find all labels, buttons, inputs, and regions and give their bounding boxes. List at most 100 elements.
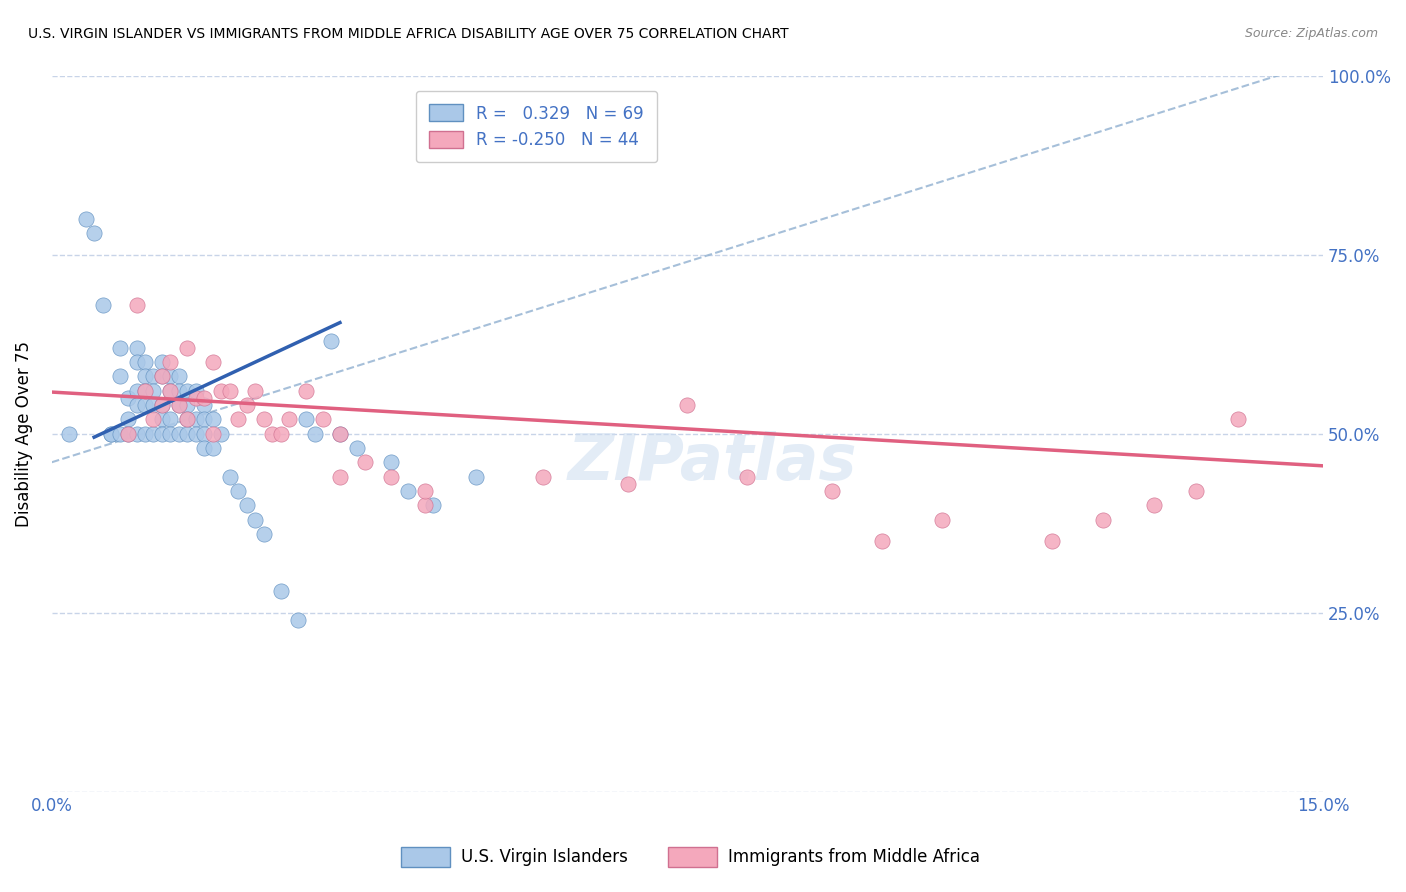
Point bbox=[159, 412, 181, 426]
Point bbox=[134, 369, 156, 384]
Point bbox=[531, 469, 554, 483]
Point bbox=[201, 441, 224, 455]
Point bbox=[134, 384, 156, 398]
Point bbox=[617, 476, 640, 491]
Point bbox=[270, 426, 292, 441]
Point bbox=[125, 384, 148, 398]
Point bbox=[1142, 498, 1164, 512]
Point bbox=[312, 412, 335, 426]
Point bbox=[1227, 412, 1250, 426]
Point bbox=[159, 384, 181, 398]
Point bbox=[176, 384, 198, 398]
Point bbox=[184, 426, 207, 441]
Point bbox=[193, 412, 215, 426]
Point bbox=[676, 398, 699, 412]
Point bbox=[931, 512, 953, 526]
Point bbox=[176, 341, 198, 355]
Point bbox=[396, 483, 419, 498]
Point bbox=[100, 426, 122, 441]
Point bbox=[201, 355, 224, 369]
Point bbox=[346, 441, 368, 455]
Point bbox=[159, 426, 181, 441]
Point bbox=[1185, 483, 1208, 498]
Point bbox=[295, 384, 318, 398]
Point bbox=[270, 584, 292, 599]
Point bbox=[117, 426, 139, 441]
Point bbox=[354, 455, 377, 469]
Point bbox=[735, 469, 758, 483]
Text: U.S. Virgin Islanders: U.S. Virgin Islanders bbox=[461, 848, 628, 866]
Text: ZIPatlas: ZIPatlas bbox=[568, 431, 858, 493]
Point bbox=[117, 412, 139, 426]
Point bbox=[150, 369, 173, 384]
Point bbox=[134, 384, 156, 398]
Point bbox=[193, 398, 215, 412]
Point bbox=[226, 483, 249, 498]
Point bbox=[176, 412, 198, 426]
Point bbox=[184, 391, 207, 405]
Point bbox=[167, 398, 190, 412]
Point bbox=[159, 355, 181, 369]
Point bbox=[150, 412, 173, 426]
Point bbox=[150, 398, 173, 412]
Point bbox=[108, 341, 131, 355]
Point bbox=[167, 369, 190, 384]
Point bbox=[321, 334, 343, 348]
Point bbox=[287, 613, 309, 627]
Point bbox=[218, 384, 240, 398]
Point bbox=[413, 498, 436, 512]
Point bbox=[167, 384, 190, 398]
Point bbox=[193, 441, 215, 455]
Point bbox=[117, 426, 139, 441]
Point bbox=[100, 426, 122, 441]
Point bbox=[304, 426, 326, 441]
Point bbox=[150, 355, 173, 369]
Point bbox=[125, 298, 148, 312]
Point bbox=[243, 384, 266, 398]
Point bbox=[150, 369, 173, 384]
Point bbox=[253, 527, 276, 541]
Point bbox=[176, 412, 198, 426]
Point bbox=[75, 211, 97, 226]
Point bbox=[142, 369, 165, 384]
Point bbox=[117, 391, 139, 405]
Point bbox=[134, 398, 156, 412]
Point bbox=[142, 384, 165, 398]
Point bbox=[142, 412, 165, 426]
Point bbox=[150, 426, 173, 441]
Text: U.S. VIRGIN ISLANDER VS IMMIGRANTS FROM MIDDLE AFRICA DISABILITY AGE OVER 75 COR: U.S. VIRGIN ISLANDER VS IMMIGRANTS FROM … bbox=[28, 27, 789, 41]
Y-axis label: Disability Age Over 75: Disability Age Over 75 bbox=[15, 341, 32, 526]
Point bbox=[83, 226, 105, 240]
Point bbox=[159, 384, 181, 398]
Legend: R =   0.329   N = 69, R = -0.250   N = 44: R = 0.329 N = 69, R = -0.250 N = 44 bbox=[416, 91, 657, 162]
Point bbox=[184, 384, 207, 398]
Point bbox=[142, 398, 165, 412]
Point bbox=[176, 398, 198, 412]
Point bbox=[167, 426, 190, 441]
Point bbox=[380, 469, 402, 483]
Text: Immigrants from Middle Africa: Immigrants from Middle Africa bbox=[728, 848, 980, 866]
Point bbox=[218, 469, 240, 483]
Point bbox=[253, 412, 276, 426]
Point bbox=[820, 483, 842, 498]
Point bbox=[278, 412, 301, 426]
Point bbox=[125, 355, 148, 369]
Point bbox=[262, 426, 284, 441]
Point bbox=[134, 355, 156, 369]
Point bbox=[201, 426, 224, 441]
Point bbox=[125, 426, 148, 441]
Point bbox=[209, 384, 232, 398]
Point bbox=[125, 398, 148, 412]
Point bbox=[125, 341, 148, 355]
Point bbox=[380, 455, 402, 469]
Point bbox=[142, 426, 165, 441]
Point bbox=[108, 369, 131, 384]
Point bbox=[329, 469, 352, 483]
Point bbox=[58, 426, 80, 441]
Point bbox=[184, 412, 207, 426]
Point bbox=[295, 412, 318, 426]
Point bbox=[134, 426, 156, 441]
Point bbox=[235, 498, 257, 512]
Point bbox=[243, 512, 266, 526]
Point bbox=[329, 426, 352, 441]
